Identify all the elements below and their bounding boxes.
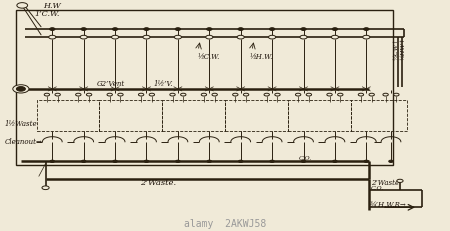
Circle shape <box>275 94 280 97</box>
Circle shape <box>238 161 243 163</box>
Text: 2’Waste.: 2’Waste. <box>140 179 176 186</box>
Circle shape <box>149 94 154 97</box>
Circle shape <box>206 36 213 40</box>
Circle shape <box>358 94 364 97</box>
Circle shape <box>243 94 249 97</box>
Circle shape <box>338 94 343 97</box>
Circle shape <box>394 94 399 97</box>
Circle shape <box>389 161 393 163</box>
Circle shape <box>113 161 117 163</box>
Circle shape <box>80 36 87 40</box>
Circle shape <box>301 29 306 31</box>
Bar <box>288 101 351 132</box>
Circle shape <box>300 36 307 40</box>
Circle shape <box>397 179 403 183</box>
Circle shape <box>144 161 149 163</box>
Circle shape <box>112 29 118 31</box>
Bar <box>99 101 162 132</box>
Circle shape <box>212 94 217 97</box>
Text: C.O.: C.O. <box>299 155 312 160</box>
Bar <box>225 101 288 132</box>
Circle shape <box>364 161 369 163</box>
Circle shape <box>76 94 81 97</box>
Text: Cleanout→: Cleanout→ <box>4 137 42 145</box>
Bar <box>36 101 99 132</box>
Text: alamy  2AKWJ58: alamy 2AKWJ58 <box>184 218 266 228</box>
Circle shape <box>327 94 332 97</box>
Text: ½H.W.: ½H.W. <box>250 53 273 61</box>
Bar <box>351 101 407 132</box>
Text: ¾’H.W.R→: ¾’H.W.R→ <box>370 200 407 208</box>
Circle shape <box>264 94 270 97</box>
Circle shape <box>331 36 338 40</box>
Text: G2’Vent: G2’Vent <box>97 80 126 88</box>
Circle shape <box>363 36 370 40</box>
Circle shape <box>176 161 180 163</box>
Circle shape <box>238 29 243 31</box>
Circle shape <box>170 94 175 97</box>
Circle shape <box>364 29 369 31</box>
Circle shape <box>55 94 60 97</box>
Circle shape <box>16 87 25 92</box>
Text: ½HW↑: ½HW↑ <box>401 37 406 60</box>
Circle shape <box>50 161 54 163</box>
Text: ½C.W.: ½C.W. <box>198 53 220 61</box>
Circle shape <box>139 94 144 97</box>
Circle shape <box>13 85 29 94</box>
Circle shape <box>81 161 86 163</box>
Circle shape <box>333 161 337 163</box>
Text: C.O.: C.O. <box>371 185 384 190</box>
Text: 1½Waste: 1½Waste <box>4 119 37 127</box>
Circle shape <box>107 94 112 97</box>
Circle shape <box>332 29 338 31</box>
Circle shape <box>233 94 238 97</box>
Circle shape <box>175 29 180 31</box>
Circle shape <box>237 36 244 40</box>
Circle shape <box>44 94 50 97</box>
Text: ½CW↑: ½CW↑ <box>393 38 398 60</box>
Circle shape <box>269 36 276 40</box>
Circle shape <box>369 94 374 97</box>
Bar <box>162 101 225 132</box>
Circle shape <box>270 29 275 31</box>
Circle shape <box>301 161 306 163</box>
Circle shape <box>81 29 86 31</box>
Circle shape <box>118 94 123 97</box>
Circle shape <box>86 94 92 97</box>
Circle shape <box>42 186 49 190</box>
Circle shape <box>383 94 388 97</box>
Text: 2’Waste: 2’Waste <box>371 179 399 186</box>
Text: 1½’V.: 1½’V. <box>153 80 173 88</box>
Circle shape <box>306 94 311 97</box>
Circle shape <box>174 36 181 40</box>
Bar <box>16 10 393 165</box>
Circle shape <box>112 36 119 40</box>
Circle shape <box>17 4 27 9</box>
Circle shape <box>207 29 212 31</box>
Circle shape <box>50 29 55 31</box>
Circle shape <box>201 94 207 97</box>
Circle shape <box>296 94 301 97</box>
Circle shape <box>180 94 186 97</box>
Circle shape <box>49 36 56 40</box>
Text: H.W: H.W <box>43 2 61 10</box>
Circle shape <box>144 29 149 31</box>
Text: 1’C.W.: 1’C.W. <box>34 10 60 18</box>
Circle shape <box>270 161 274 163</box>
Circle shape <box>143 36 150 40</box>
Circle shape <box>207 161 211 163</box>
